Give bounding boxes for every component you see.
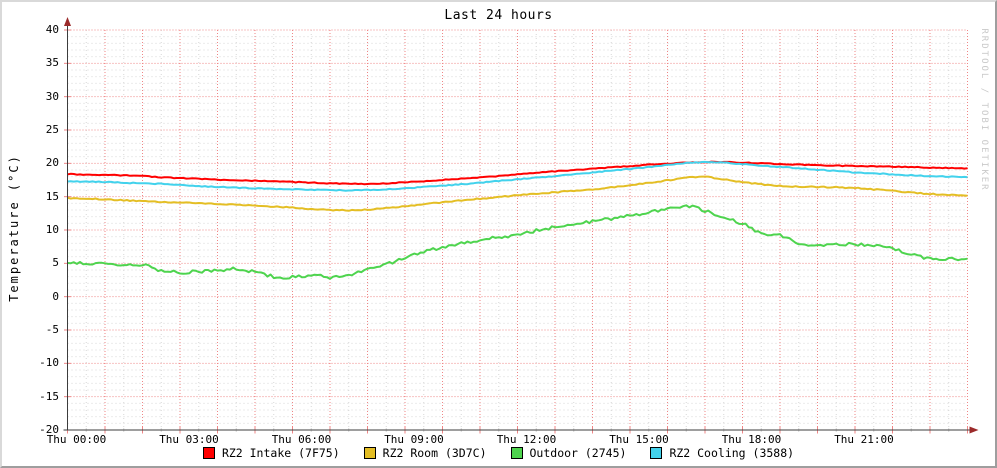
y-tick-label: 35 xyxy=(45,56,59,70)
legend-label: RZ2 Cooling (3588) xyxy=(669,446,795,460)
y-tick-label: -15 xyxy=(39,389,59,403)
y-tick-label: 0 xyxy=(52,289,59,303)
chart-legend: RZ2 Intake (7F75) RZ2 Room (3D7C) Outdoor … xyxy=(2,446,995,460)
legend-item: RZ2 Cooling (3588) xyxy=(650,446,794,460)
legend-swatch xyxy=(510,447,523,459)
y-tick-label: 5 xyxy=(52,256,59,270)
x-tick-label: Thu 06:00 xyxy=(271,433,332,446)
y-tick-label: 40 xyxy=(45,23,59,36)
x-tick-label: Thu 09:00 xyxy=(384,433,444,446)
legend-swatch xyxy=(202,447,215,459)
legend-swatch xyxy=(650,447,663,459)
x-tick-label: Thu 03:00 xyxy=(159,433,219,446)
y-tick-label: 25 xyxy=(45,123,59,136)
x-tick-label: Thu 18:00 xyxy=(721,433,782,446)
legend-item: RZ2 Intake (7F75) xyxy=(202,446,340,460)
rrdtool-watermark: RRDTOOL / TOBI OETIKER xyxy=(979,28,989,192)
y-tick-label: 30 xyxy=(45,89,59,103)
series-line-3 xyxy=(67,160,968,192)
chart-title: Last 24 hours xyxy=(444,8,553,23)
x-tick-label: Thu 00:00 xyxy=(46,433,107,446)
legend-swatch xyxy=(363,447,376,459)
y-tick-label: 10 xyxy=(45,223,59,236)
series-line-1 xyxy=(67,175,968,212)
legend-item: RZ2 Room (3D7C) xyxy=(363,446,487,460)
legend-label: RZ2 Intake (7F75) xyxy=(221,446,340,460)
y-tick-label: -20 xyxy=(39,423,59,436)
y-tick-label: -5 xyxy=(45,323,59,336)
series-line-0 xyxy=(67,160,968,186)
x-tick-label: Thu 15:00 xyxy=(609,433,669,446)
legend-label: RZ2 Room (3D7C) xyxy=(382,446,487,460)
y-tick-label: 20 xyxy=(45,156,59,170)
series-line-2 xyxy=(67,204,968,280)
legend-item: Outdoor (2745) xyxy=(510,446,627,460)
legend-label: Outdoor (2745) xyxy=(529,446,627,460)
y-tick-label: -10 xyxy=(39,356,59,370)
y-tick-label: 15 xyxy=(45,189,59,203)
x-tick-label: Thu 12:00 xyxy=(496,433,557,446)
x-tick-label: Thu 21:00 xyxy=(834,433,894,446)
